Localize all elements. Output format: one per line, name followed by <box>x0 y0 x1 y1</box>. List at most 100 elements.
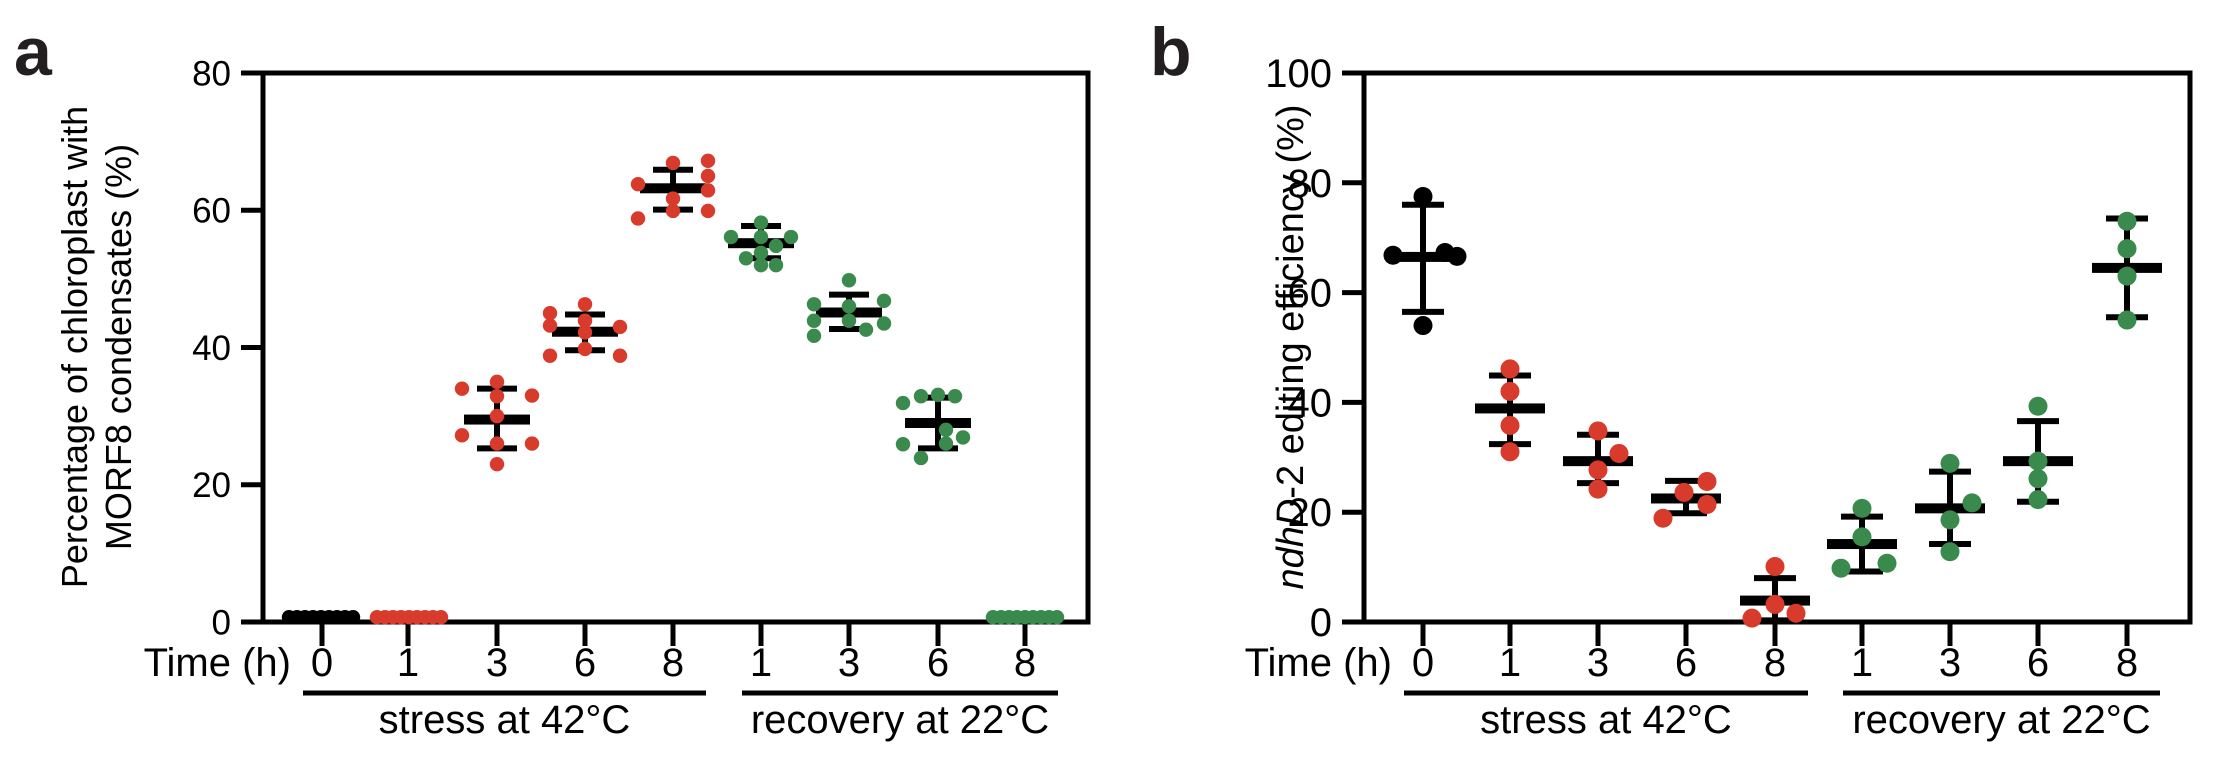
data-point <box>665 203 681 219</box>
y-tick-label: 0 <box>212 603 231 642</box>
data-point <box>2117 266 2137 286</box>
y-tick-label: 60 <box>1288 272 1333 316</box>
data-point <box>630 176 646 192</box>
data-point <box>1765 594 1785 614</box>
panel-b-label: b <box>1150 14 1192 90</box>
data-point <box>930 387 946 403</box>
group-label: stress at 42°C <box>379 698 631 742</box>
x-tick-label: 0 <box>311 641 333 685</box>
data-point <box>700 168 716 184</box>
data-point <box>753 229 769 245</box>
data-point <box>1786 603 1806 623</box>
x-tick-label: 1 <box>750 641 772 685</box>
x-tick-label: 6 <box>1675 641 1697 685</box>
data-point <box>524 388 540 403</box>
data-point <box>1697 471 1717 491</box>
data-point <box>1697 495 1717 515</box>
data-point <box>1049 609 1065 625</box>
data-point <box>753 215 769 230</box>
data-point <box>665 155 681 171</box>
data-point <box>1852 498 1872 518</box>
x-tick-label: 1 <box>1499 641 1521 685</box>
data-point <box>2028 490 2048 510</box>
data-point <box>938 436 954 451</box>
data-point <box>1383 245 1403 265</box>
data-point <box>700 153 716 169</box>
y-tick-label: 100 <box>1265 52 1332 96</box>
data-point <box>955 430 971 445</box>
y-tick-label: 40 <box>1288 381 1333 425</box>
y-tick-label: 20 <box>192 466 231 505</box>
data-point <box>1609 443 1629 463</box>
data-point <box>489 456 505 472</box>
data-point <box>1500 381 1520 401</box>
x-tick-label: 6 <box>2027 641 2049 685</box>
data-point <box>577 313 593 328</box>
data-point <box>454 381 470 396</box>
data-point <box>876 293 892 309</box>
data-point <box>2117 239 2137 259</box>
data-point <box>454 428 470 443</box>
data-point <box>2117 310 2137 330</box>
data-point <box>806 328 822 344</box>
data-point <box>700 203 716 219</box>
x-tick-label: 6 <box>927 641 949 685</box>
data-point <box>858 322 874 337</box>
panel-a-label: a <box>14 14 52 90</box>
data-point <box>612 348 628 363</box>
data-point <box>913 450 929 466</box>
data-point <box>806 313 822 328</box>
data-point <box>1413 187 1433 207</box>
plot-frame <box>1361 70 2193 625</box>
data-point <box>1674 482 1694 502</box>
y-tick-label: 40 <box>192 329 231 368</box>
y-tick-label: 0 <box>1310 601 1332 645</box>
data-point <box>700 183 716 198</box>
data-point <box>1877 553 1897 573</box>
data-point <box>1940 453 1960 473</box>
data-point <box>768 238 784 254</box>
data-point <box>612 319 628 335</box>
data-point <box>489 374 505 390</box>
data-point <box>938 422 954 438</box>
data-point <box>1588 460 1608 480</box>
x-tick-label: 1 <box>397 641 419 685</box>
mean-line <box>1388 251 1458 262</box>
data-point <box>895 395 911 411</box>
data-point <box>895 437 911 452</box>
data-point <box>841 273 857 288</box>
x-tick-label: 8 <box>2116 641 2138 685</box>
data-point <box>489 389 505 404</box>
x-tick-label: 3 <box>486 641 508 685</box>
data-point <box>768 257 784 273</box>
data-point <box>1831 558 1851 578</box>
x-tick-label: 8 <box>1764 641 1786 685</box>
data-point <box>723 229 739 245</box>
data-point <box>1940 510 1960 530</box>
data-point <box>524 436 540 451</box>
data-point <box>806 297 822 312</box>
x-tick-label: 1 <box>1851 641 1873 685</box>
data-point <box>1413 316 1433 336</box>
data-point <box>1500 415 1520 435</box>
data-point <box>783 229 799 245</box>
y-tick-label: 60 <box>192 192 231 231</box>
data-point <box>1588 479 1608 499</box>
data-point <box>1765 557 1785 577</box>
mean-line <box>1475 403 1545 414</box>
data-point <box>1588 421 1608 441</box>
group-label: stress at 42°C <box>1480 698 1732 742</box>
data-point <box>876 316 892 331</box>
data-point <box>1852 527 1872 547</box>
data-point <box>489 436 505 451</box>
x-tick-label: 3 <box>838 641 860 685</box>
group-label: recovery at 22°C <box>751 698 1049 742</box>
x-tick-label: 0 <box>1412 641 1434 685</box>
x-tick-label: 8 <box>662 641 684 685</box>
x-axis-title: Time (h) <box>1245 641 1392 685</box>
data-point <box>542 318 558 333</box>
x-tick-label: 8 <box>1014 641 1036 685</box>
data-point <box>1940 542 1960 562</box>
data-point <box>1962 493 1982 513</box>
